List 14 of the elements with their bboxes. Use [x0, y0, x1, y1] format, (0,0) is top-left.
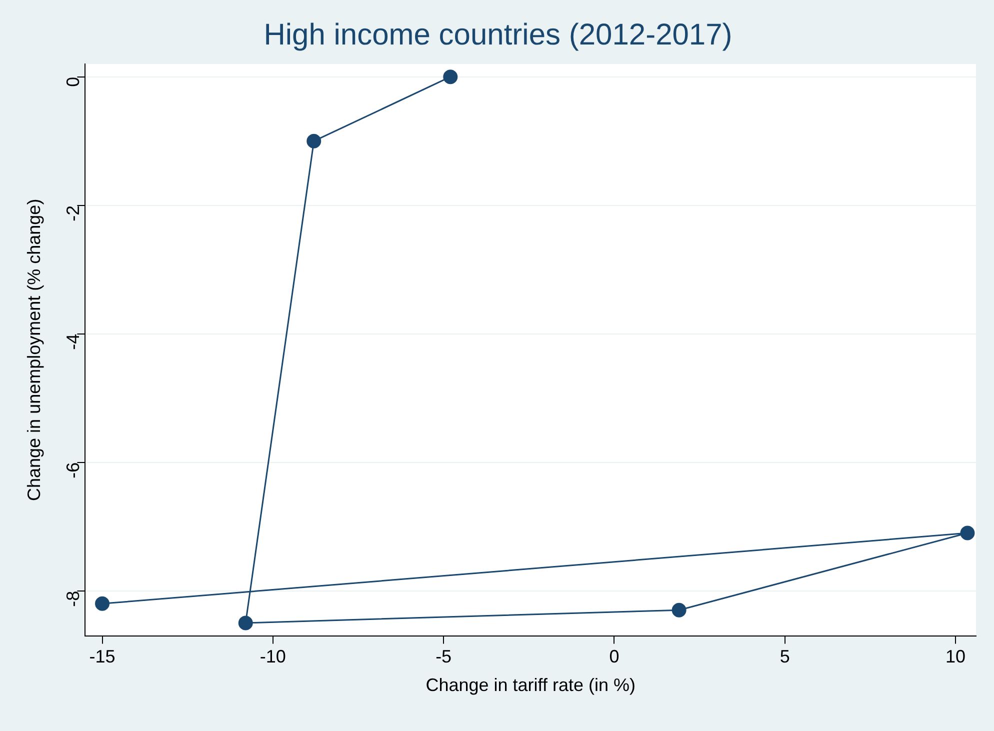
x-tick-label: -5 [436, 646, 452, 667]
y-axis-title: Change in unemployment (% change) [24, 198, 44, 501]
chart-title: High income countries (2012-2017) [264, 18, 732, 52]
y-tick-label: 0 [63, 76, 84, 87]
x-tick-label: 5 [780, 646, 790, 667]
x-tick-label: 10 [946, 646, 966, 667]
x-tick-label: -15 [89, 646, 116, 667]
y-tick-label: -4 [63, 334, 84, 350]
y-tick-label: -6 [63, 462, 84, 478]
x-tick-label: -10 [260, 646, 286, 667]
y-tick-label: -8 [63, 590, 84, 607]
x-axis-title: Change in tariff rate (in %) [426, 675, 636, 696]
y-tick-label: -2 [63, 205, 84, 222]
x-tick-label: 0 [609, 646, 620, 667]
